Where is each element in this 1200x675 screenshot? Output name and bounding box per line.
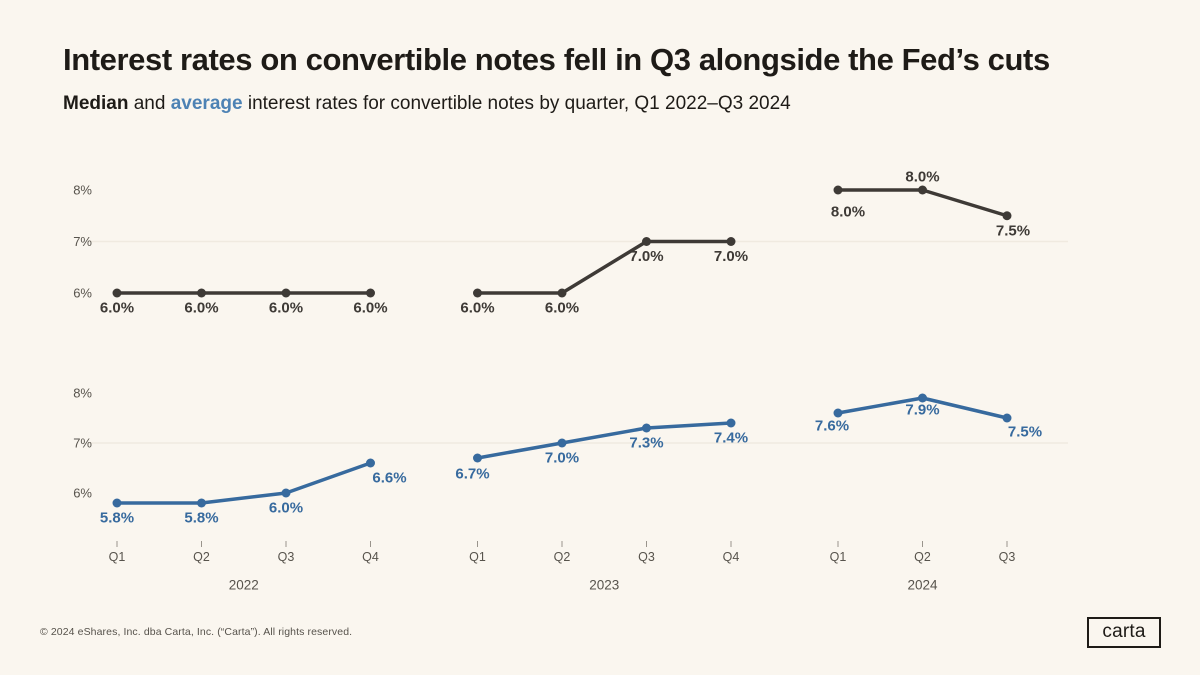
- chart-subtitle: Median and average interest rates for co…: [63, 93, 791, 115]
- data-point: [281, 488, 291, 498]
- data-point: [726, 418, 736, 428]
- data-point: [918, 185, 927, 195]
- data-point: [833, 185, 843, 195]
- data-point-label: 7.4%: [714, 430, 748, 447]
- data-point-label: 7.9%: [905, 402, 939, 419]
- x-tick-label: Q2: [554, 550, 571, 564]
- data-point: [366, 288, 375, 298]
- data-point-label: 7.5%: [1008, 424, 1042, 441]
- data-point-label: 6.0%: [545, 300, 579, 317]
- data-point-label: 7.5%: [996, 222, 1030, 239]
- subtitle-rest: interest rates for convertible notes by …: [242, 93, 791, 114]
- data-point-label: 6.6%: [372, 470, 406, 487]
- data-point-label: 7.3%: [629, 435, 663, 452]
- data-point: [557, 438, 567, 448]
- data-point: [833, 408, 843, 418]
- data-point-label: 6.0%: [460, 300, 494, 317]
- carta-logo: carta: [1087, 617, 1161, 648]
- data-point-label: 6.7%: [455, 466, 489, 483]
- x-tick-label: Q1: [109, 550, 126, 564]
- data-point: [918, 393, 927, 403]
- data-point: [197, 288, 206, 298]
- y-tick-label: 6%: [73, 486, 92, 501]
- average-line: [115, 461, 373, 505]
- data-point-label: 6.0%: [100, 300, 134, 317]
- y-tick-label: 8%: [73, 386, 92, 401]
- data-point: [1002, 413, 1012, 423]
- x-tick-label: Q1: [469, 550, 486, 564]
- x-tick-label: Q2: [193, 550, 210, 564]
- data-point: [112, 288, 122, 298]
- x-tick-label: Q3: [278, 550, 295, 564]
- carta-logo-text: carta: [1102, 621, 1146, 642]
- y-tick-label: 6%: [73, 286, 92, 301]
- data-point-label: 6.0%: [184, 300, 218, 317]
- data-point: [473, 453, 482, 463]
- data-point: [281, 288, 291, 298]
- y-tick-label: 8%: [73, 183, 92, 198]
- year-label: 2022: [229, 578, 259, 593]
- data-point-label: 7.0%: [545, 450, 579, 467]
- subtitle-median-word: Median: [63, 93, 129, 114]
- data-point: [473, 288, 482, 298]
- year-label: 2024: [907, 578, 938, 593]
- average-line: [475, 421, 733, 460]
- data-point-label: 8.0%: [905, 169, 939, 186]
- x-tick-label: Q4: [723, 550, 740, 564]
- x-tick-label: Q2: [914, 550, 931, 564]
- data-point-label: 7.0%: [629, 248, 663, 265]
- data-point: [642, 423, 651, 433]
- year-label: 2023: [589, 578, 619, 593]
- subtitle-connector: and: [128, 93, 171, 114]
- data-point-label: 5.8%: [100, 510, 134, 527]
- data-point: [1002, 211, 1012, 221]
- data-point-label: 7.0%: [714, 248, 748, 265]
- data-point-label: 7.6%: [815, 418, 849, 435]
- data-point-label: 5.8%: [184, 510, 218, 527]
- subtitle-average-word: average: [170, 93, 243, 114]
- data-point: [557, 288, 567, 298]
- page-title: Interest rates on convertible notes fell…: [63, 42, 1050, 77]
- data-point-label: 6.0%: [269, 500, 303, 517]
- copyright-text: © 2024 eShares, Inc. dba Carta, Inc. (“C…: [40, 626, 353, 638]
- x-tick-label: Q4: [362, 550, 379, 564]
- x-tick-label: Q3: [638, 550, 655, 564]
- data-point-label: 6.0%: [353, 300, 387, 317]
- data-point-label: 8.0%: [831, 204, 865, 221]
- y-tick-label: 7%: [73, 436, 92, 451]
- data-point: [366, 458, 375, 468]
- data-point: [197, 498, 206, 508]
- x-tick-label: Q1: [830, 550, 847, 564]
- data-point-label: 6.0%: [269, 300, 303, 317]
- data-point: [642, 237, 651, 246]
- median-line: [475, 239, 733, 295]
- data-point: [726, 237, 736, 246]
- x-tick-label: Q3: [999, 550, 1016, 564]
- y-tick-label: 7%: [73, 234, 92, 249]
- data-point: [112, 498, 122, 508]
